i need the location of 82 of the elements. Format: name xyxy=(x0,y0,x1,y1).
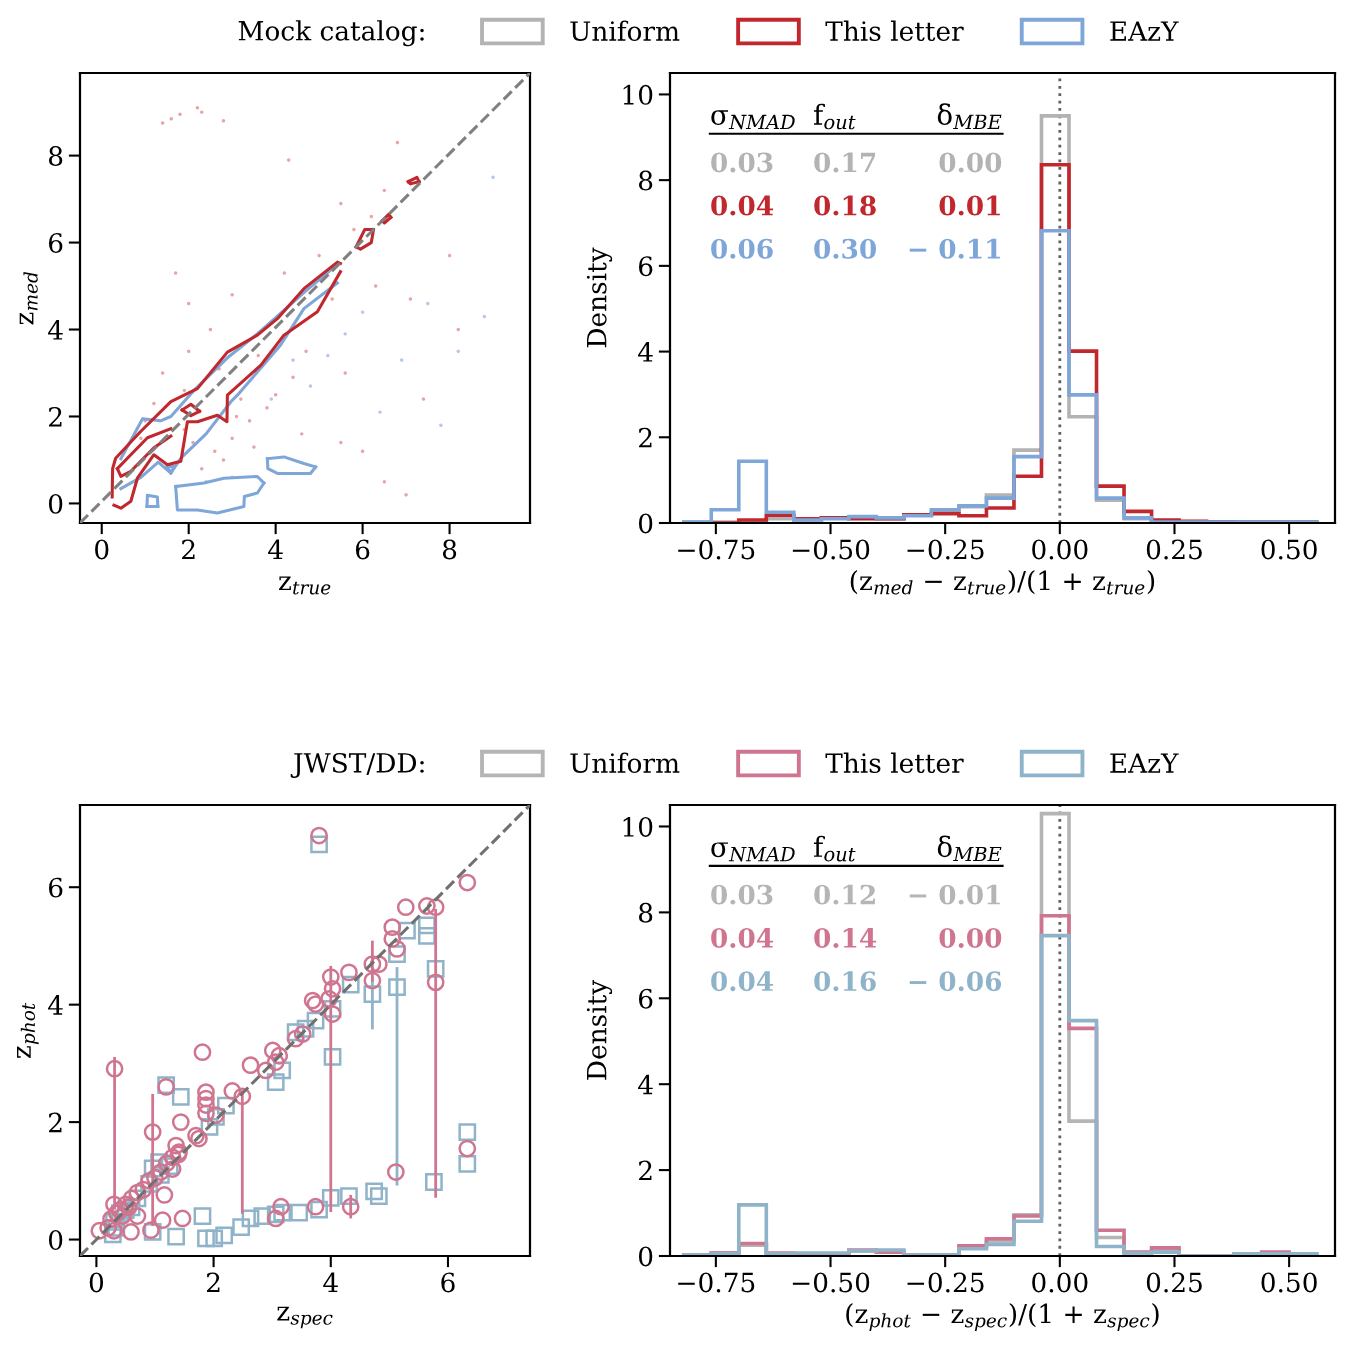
annotation: 0.04 xyxy=(711,195,774,216)
annotation: 0.01 xyxy=(939,195,1000,216)
annotation: 0.03 xyxy=(711,152,773,173)
y-tick-label: 2 xyxy=(49,1112,62,1133)
x-tick-label: 0.00 xyxy=(1032,1272,1088,1293)
y-tick-label: 8 xyxy=(639,170,653,191)
x-tick-label: −0.50 xyxy=(792,539,870,560)
annotation: f$_{out}$ xyxy=(813,103,856,130)
x-tick-label: 0 xyxy=(89,1272,104,1293)
y-tick-label: 6 xyxy=(639,988,653,1009)
y-tick-label: 0 xyxy=(48,1230,63,1250)
annotation: σ$_{NMAD}$ xyxy=(711,110,795,130)
x-tick-label: −0.75 xyxy=(678,539,755,560)
annotation: 0.04 xyxy=(711,971,774,992)
x-tick-label: 0.50 xyxy=(1261,539,1317,560)
y-axis-title: Density xyxy=(586,247,613,348)
annotation: 0.06 xyxy=(711,238,773,259)
x-tick-label: −0.75 xyxy=(678,1272,755,1293)
y-tick-label: 4 xyxy=(638,1074,653,1095)
x-tick-label: 0.00 xyxy=(1032,539,1088,560)
x-tick-label: 8 xyxy=(442,539,457,560)
x-axis-title: (z$_{med}$ − z$_{true}$)/(1 + z$_{true}$) xyxy=(850,570,1155,595)
annotation: δ$_{MBE}$ xyxy=(937,103,1002,129)
y-tick-label: 4 xyxy=(48,995,63,1015)
legend-title: JWST/DD: xyxy=(290,752,424,778)
annotation: f$_{out}$ xyxy=(813,835,856,862)
legend-label: This letter xyxy=(825,752,964,774)
annotation: 0.30 xyxy=(814,238,877,259)
y-tick-label: 2 xyxy=(49,406,62,427)
x-tick-label: 2 xyxy=(182,539,195,560)
x-tick-label: 6 xyxy=(441,1272,455,1293)
annotation: 0.14 xyxy=(814,927,877,948)
y-tick-label: 6 xyxy=(49,877,63,898)
x-tick-label: 0.25 xyxy=(1146,539,1202,560)
y-axis-title: z$_{phot}$ xyxy=(17,1002,39,1059)
x-tick-label: 0 xyxy=(95,539,109,560)
y-tick-label: 8 xyxy=(639,902,653,923)
y-tick-label: 10 xyxy=(623,816,653,837)
annotation: 0.04 xyxy=(711,927,774,948)
annotation: 0.00 xyxy=(939,152,1002,173)
y-tick-label: 8 xyxy=(49,146,63,167)
y-tick-label: 2 xyxy=(639,1160,652,1181)
annotation: 0.17 xyxy=(814,152,876,173)
y-tick-label: 2 xyxy=(639,427,652,448)
x-axis-title: z$_{true}$ xyxy=(279,576,331,595)
legend-label: Uniform xyxy=(570,20,680,42)
legend-label: EAzY xyxy=(1110,21,1179,41)
x-tick-label: 0.25 xyxy=(1146,1272,1202,1293)
legend-title: Mock catalog: xyxy=(238,20,424,47)
y-axis-title: z$_{med}$ xyxy=(19,271,38,325)
y-tick-label: 6 xyxy=(639,256,653,277)
annotation: 0.03 xyxy=(711,884,773,905)
annotation: 0.00 xyxy=(939,927,1002,948)
annotation: 0.12 xyxy=(814,884,875,905)
annotation: − 0.11 xyxy=(909,238,1000,259)
y-tick-label: 10 xyxy=(623,84,653,105)
y-tick-label: 4 xyxy=(48,319,63,340)
y-tick-label: 0 xyxy=(638,1246,653,1267)
x-tick-label: 4 xyxy=(323,1272,338,1293)
legend-label: Uniform xyxy=(570,752,680,774)
y-tick-label: 6 xyxy=(49,233,63,253)
x-tick-label: 0.50 xyxy=(1261,1272,1317,1293)
y-tick-label: 0 xyxy=(638,513,653,534)
x-tick-label: −0.25 xyxy=(907,539,984,560)
annotation: 0.16 xyxy=(814,971,876,992)
x-tick-label: 2 xyxy=(206,1272,220,1293)
x-tick-label: −0.50 xyxy=(792,1272,870,1293)
y-axis-title: Density xyxy=(586,979,613,1080)
x-axis-title: z$_{spec}$ xyxy=(277,1306,333,1329)
annotation: σ$_{NMAD}$ xyxy=(711,842,795,862)
legend-label: This letter xyxy=(825,20,964,42)
x-tick-label: 6 xyxy=(355,539,370,560)
annotation: − 0.06 xyxy=(909,971,1002,992)
y-tick-label: 4 xyxy=(638,342,653,362)
annotation: δ$_{MBE}$ xyxy=(937,835,1002,862)
x-tick-label: −0.25 xyxy=(907,1272,984,1293)
y-tick-label: 0 xyxy=(48,493,63,514)
annotation: − 0.01 xyxy=(909,884,1000,905)
x-axis-title: (z$_{phot}$ − z$_{spec}$)/(1 + z$_{spec}$) xyxy=(846,1303,1159,1332)
annotation: 0.18 xyxy=(814,195,876,216)
legend-label: EAzY xyxy=(1110,753,1179,773)
x-tick-label: 4 xyxy=(268,539,283,560)
